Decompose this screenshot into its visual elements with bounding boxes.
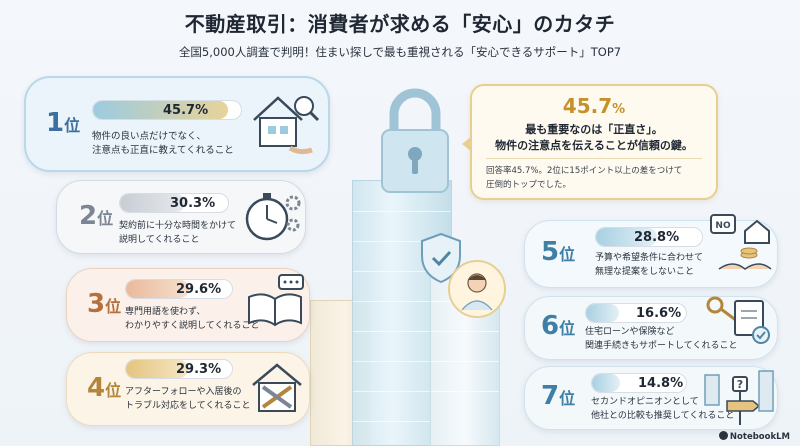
percent-bar: 28.8% [595, 227, 703, 247]
house-tools-icon [252, 363, 302, 412]
percent-value: 30.3% [170, 196, 216, 211]
percent-bar: 45.7% [92, 100, 242, 120]
percent-bar-fill [126, 360, 189, 378]
rank-card-3: 3位 29.6% 専門用語を使わず、 わかりやすく説明してくれること [66, 268, 310, 342]
rank-label: 3位 [87, 289, 122, 319]
rank-description: 物件の良い点だけでなく、 注意点も正直に教えてくれること [92, 131, 234, 156]
rank-card-6: 6位 16.6% 住宅ローンや保険など 関連手続きもサポートしてくれること [524, 296, 778, 360]
padlock-icon [381, 88, 449, 193]
highlight-callout: 45.7% 最も重要なのは「正直さ」。 物件の注意点を伝えることが信頼の鍵。 回答… [462, 84, 718, 200]
callout-percent: 45.7% [562, 94, 626, 118]
callout-divider [486, 158, 702, 159]
percent-value: 29.3% [176, 362, 222, 377]
page-title: 不動産取引：消費者が求める「安心」のカタチ [184, 12, 616, 36]
percent-bar: 29.3% [125, 359, 233, 379]
book-speech-icon [248, 274, 304, 327]
callout-note: 回答率45.7%。2位に15ポイント以上の差をつけて 圧倒的トップでした。 [486, 166, 683, 190]
rank-description: 予算や希望条件に合わせて 無理な提案をしないこと [595, 253, 704, 277]
callout-lead: 最も重要なのは「正直さ」。 物件の注意点を伝えることが信頼の鍵。 [495, 123, 693, 152]
brand-logo-icon [718, 431, 728, 440]
house-magnifier-icon [253, 96, 320, 155]
percent-bar: 30.3% [119, 193, 229, 213]
key-document-icon [706, 296, 770, 344]
svg-text:?: ? [737, 378, 743, 391]
percent-bar-fill [120, 194, 186, 212]
rank-label: 7位 [541, 381, 576, 411]
rank-description: 専門用語を使わず、 わかりやすく説明してくれること [125, 307, 260, 331]
rank-label: 2位 [79, 201, 114, 231]
percent-bar: 16.6% [585, 303, 687, 323]
percent-bar-fill [126, 280, 189, 298]
rank-card-1: 1位 45.7% 物件の良い点だけでなく、 注意点も正直に教えてくれること [24, 76, 330, 172]
percent-bar-fill [586, 304, 620, 322]
rank-card-7: 7位 14.8% セカンドオピニオンとして 他社との比較も推奨してくれること ? [524, 366, 778, 430]
percent-value: 29.6% [176, 282, 222, 297]
rank-label: 6位 [541, 311, 576, 341]
no-handshake-icon: NO [710, 214, 772, 270]
shield-icon [421, 232, 461, 284]
rank-card-5: 5位 28.8% 予算や希望条件に合わせて 無理な提案をしないこと NO [524, 214, 778, 288]
rank-card-4: 4位 29.3% アフターフォローや入居後の トラブル対応をしてくれること [66, 352, 310, 426]
percent-bar-fill [592, 374, 620, 392]
signpost-icon: ? [704, 370, 774, 425]
percent-bar: 29.6% [125, 279, 233, 299]
brand-watermark: NotebookLM [718, 431, 790, 442]
percent-value: 45.7% [163, 103, 209, 118]
rank-card-2: 2位 30.3% 契約前に十分な時間をかけて 説明してくれること [56, 180, 306, 254]
rank-label: 4位 [87, 373, 122, 403]
rank-description: 契約前に十分な時間をかけて 説明してくれること [119, 221, 237, 245]
svg-text:NO: NO [715, 221, 731, 231]
percent-value: 28.8% [634, 230, 680, 245]
rank-label: 1位 [46, 108, 81, 138]
person-icon [461, 273, 493, 311]
percent-bar-fill [93, 101, 229, 119]
percent-value: 14.8% [638, 376, 684, 391]
agent-avatar [448, 260, 506, 318]
rank-description: 住宅ローンや保険など 関連手続きもサポートしてくれること [585, 327, 738, 351]
callout-pointer [462, 136, 472, 152]
clock-gear-icon [245, 193, 301, 241]
percent-bar-fill [596, 228, 658, 246]
percent-value: 16.6% [636, 306, 682, 321]
rank-label: 5位 [541, 237, 576, 267]
city-illustration [300, 70, 530, 446]
rank-description: アフターフォローや入居後の トラブル対応をしてくれること [125, 387, 251, 411]
page-subtitle: 全国5,000人調査で判明！住まい探しで最も重視される「安心できるサポート」TO… [178, 45, 622, 59]
rank-description: セカンドオピニオンとして 他社との比較も推奨してくれること [591, 397, 735, 421]
percent-bar: 14.8% [591, 373, 687, 393]
